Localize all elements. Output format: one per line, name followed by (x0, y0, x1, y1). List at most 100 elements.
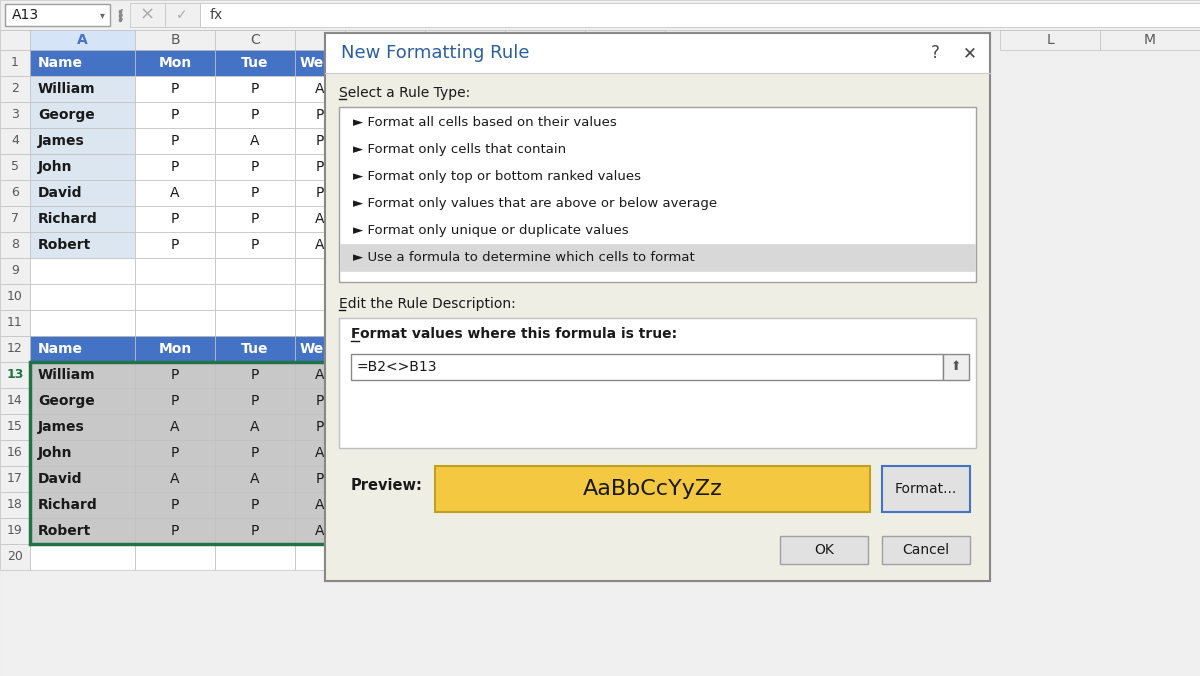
Text: ► Format all cells based on their values: ► Format all cells based on their values (353, 116, 617, 129)
Bar (586, 518, 665, 544)
Text: P: P (461, 498, 469, 512)
Text: 17: 17 (7, 473, 23, 485)
Bar (0, 518, 30, 544)
Text: Robert: Robert (38, 238, 91, 252)
Bar (346, 518, 425, 544)
Bar (0, 492, 30, 518)
Text: ×: × (139, 6, 155, 24)
Text: P: P (620, 498, 629, 512)
Bar (505, 492, 586, 518)
Text: P: P (251, 212, 259, 226)
Bar (346, 258, 425, 284)
Text: OK: OK (814, 543, 834, 557)
Bar (0, 206, 30, 232)
Text: P: P (316, 420, 324, 434)
Text: 20: 20 (7, 550, 23, 564)
Bar (295, 154, 346, 180)
Text: ?: ? (930, 44, 940, 62)
Bar (0, 466, 30, 492)
Bar (0, 154, 30, 180)
Text: We: We (300, 342, 324, 356)
Bar (505, 284, 586, 310)
Bar (295, 206, 346, 232)
Bar (0, 258, 30, 284)
Bar (215, 102, 295, 128)
Bar (295, 414, 346, 440)
Bar (586, 492, 665, 518)
Bar (215, 206, 295, 232)
Text: 13: 13 (6, 368, 24, 381)
Bar (0, 388, 30, 414)
Bar (340, 244, 974, 271)
Bar (215, 310, 295, 336)
Bar (134, 76, 215, 102)
Text: M: M (1144, 33, 1156, 47)
Bar (425, 30, 505, 50)
Text: 1: 1 (11, 57, 19, 70)
Bar (586, 258, 665, 284)
Bar (0, 284, 30, 310)
Text: 19: 19 (7, 525, 23, 537)
Bar (134, 310, 215, 336)
Bar (215, 258, 295, 284)
Bar (0, 102, 30, 128)
Text: David: David (38, 472, 83, 486)
Bar (505, 30, 586, 50)
Text: P: P (316, 134, 324, 148)
Bar (325, 73, 990, 581)
Text: P: P (316, 108, 324, 122)
Bar (586, 30, 665, 50)
Bar (134, 466, 215, 492)
Text: L: L (1046, 33, 1054, 47)
Bar (0, 310, 30, 336)
Text: P: P (170, 446, 179, 460)
Bar (134, 50, 215, 76)
Bar (661, 540, 667, 546)
Text: John: John (38, 446, 72, 460)
Text: ▾: ▾ (100, 10, 104, 20)
Bar (134, 284, 215, 310)
Text: William: William (38, 82, 96, 96)
Bar (295, 128, 346, 154)
Bar (30, 362, 134, 388)
Text: James: James (38, 134, 85, 148)
Text: A13: A13 (12, 8, 40, 22)
Bar (295, 102, 346, 128)
Text: 15: 15 (7, 420, 23, 433)
Bar (134, 154, 215, 180)
Text: 12: 12 (7, 343, 23, 356)
Text: George: George (38, 394, 95, 408)
Text: P: P (316, 160, 324, 174)
Bar (505, 310, 586, 336)
Bar (0, 336, 30, 362)
Text: 7: 7 (11, 212, 19, 226)
Text: P: P (316, 394, 324, 408)
Text: A: A (316, 238, 325, 252)
Bar (295, 362, 346, 388)
Bar (295, 50, 346, 76)
Text: P: P (251, 524, 259, 538)
Bar (1100, 30, 1200, 50)
Bar (882, 466, 970, 512)
Bar (30, 154, 134, 180)
Text: A: A (251, 472, 259, 486)
Bar (352, 354, 943, 380)
Bar (346, 492, 425, 518)
Text: David: David (38, 186, 83, 200)
Bar (0, 128, 30, 154)
Text: 3: 3 (11, 109, 19, 122)
Text: 14: 14 (7, 395, 23, 408)
Bar (30, 50, 134, 76)
Bar (295, 336, 346, 362)
Bar (295, 180, 346, 206)
Bar (586, 310, 665, 336)
Text: P: P (251, 498, 259, 512)
Bar (295, 232, 346, 258)
Bar (0, 414, 30, 440)
Text: C: C (250, 33, 260, 47)
Text: P: P (251, 160, 259, 174)
Bar (340, 107, 976, 282)
Bar (295, 30, 346, 50)
Bar (30, 336, 134, 362)
Bar (134, 336, 215, 362)
